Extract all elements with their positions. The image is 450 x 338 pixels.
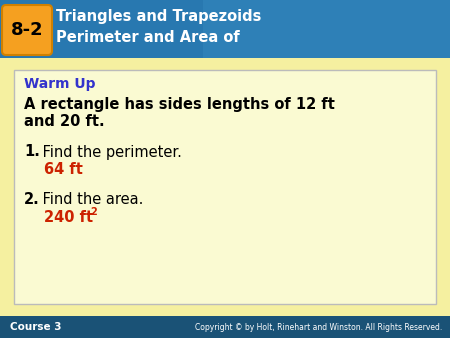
Text: Find the perimeter.: Find the perimeter. bbox=[38, 145, 182, 160]
Text: Warm Up: Warm Up bbox=[24, 77, 95, 91]
Bar bbox=[0, 58, 450, 316]
Text: Triangles and Trapezoids: Triangles and Trapezoids bbox=[56, 9, 261, 24]
Text: Course 3: Course 3 bbox=[10, 322, 62, 332]
Bar bbox=[202, 0, 450, 58]
Text: 1.: 1. bbox=[24, 145, 40, 160]
Text: 240 ft: 240 ft bbox=[44, 211, 93, 225]
Text: 64 ft: 64 ft bbox=[44, 163, 83, 177]
Text: and 20 ft.: and 20 ft. bbox=[24, 115, 104, 129]
Text: A rectangle has sides lengths of 12 ft: A rectangle has sides lengths of 12 ft bbox=[24, 97, 335, 112]
Bar bbox=[0, 316, 450, 338]
Text: 8-2: 8-2 bbox=[11, 21, 43, 39]
Text: Copyright © by Holt, Rinehart and Winston. All Rights Reserved.: Copyright © by Holt, Rinehart and Winsto… bbox=[195, 322, 442, 332]
Text: 2.: 2. bbox=[24, 193, 40, 208]
Bar bbox=[14, 70, 436, 304]
Text: Find the area.: Find the area. bbox=[38, 193, 144, 208]
Bar bbox=[0, 0, 450, 58]
FancyBboxPatch shape bbox=[2, 5, 52, 55]
Text: Perimeter and Area of: Perimeter and Area of bbox=[56, 30, 240, 46]
Text: 2: 2 bbox=[90, 207, 97, 217]
